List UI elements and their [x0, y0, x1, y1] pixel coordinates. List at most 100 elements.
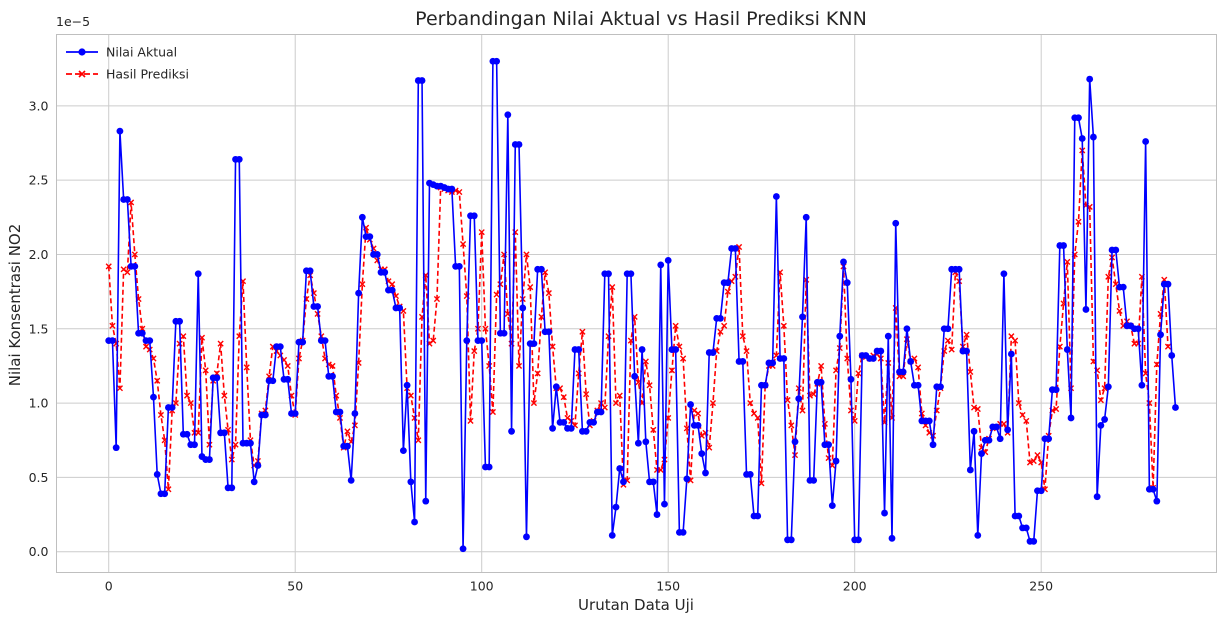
point-predicted	[967, 368, 974, 375]
point-predicted	[1026, 459, 1034, 466]
legend-item-actual: Nilai Aktual	[66, 45, 177, 60]
point-actual	[515, 141, 523, 148]
point-actual	[549, 424, 556, 432]
point-actual	[881, 509, 888, 517]
point-actual	[761, 381, 769, 389]
point-predicted	[1023, 417, 1030, 425]
point-actual	[1015, 512, 1023, 520]
point-actual	[929, 441, 937, 449]
point-predicted	[680, 355, 687, 362]
point-actual	[418, 77, 426, 84]
legend-marker-actual	[78, 48, 86, 56]
point-actual	[254, 462, 262, 469]
point-predicted	[1056, 343, 1063, 350]
x-tick-label: 0	[105, 579, 113, 594]
point-predicted	[344, 428, 351, 435]
point-actual	[220, 429, 228, 437]
point-actual	[1090, 133, 1097, 141]
point-actual	[840, 258, 847, 266]
point-actual	[657, 261, 665, 269]
point-actual	[396, 304, 404, 312]
point-actual	[358, 213, 366, 221]
point-predicted	[105, 263, 112, 270]
point-predicted	[187, 399, 194, 407]
point-actual	[1045, 435, 1053, 443]
point-predicted	[944, 337, 952, 344]
point-predicted	[527, 284, 534, 291]
point-actual	[672, 346, 680, 353]
point-predicted	[855, 370, 862, 377]
point-predicted	[844, 355, 851, 362]
point-actual	[470, 212, 478, 220]
point-actual	[653, 511, 661, 518]
point-actual	[455, 262, 463, 270]
point-predicted	[974, 405, 981, 413]
x-axis-ticks: 0 50 100 150 200 250	[105, 579, 1053, 594]
point-actual	[1164, 280, 1172, 288]
point-predicted	[1015, 399, 1022, 407]
x-tick-label: 250	[1029, 579, 1053, 594]
point-actual	[836, 332, 844, 340]
point-actual	[985, 436, 993, 444]
point-actual	[123, 196, 131, 203]
point-predicted	[583, 391, 590, 398]
point-actual	[642, 438, 650, 446]
point-actual	[608, 531, 616, 539]
point-actual	[944, 325, 952, 333]
point-actual	[138, 329, 146, 337]
point-predicted	[183, 392, 191, 399]
point-actual	[194, 270, 202, 278]
point-actual	[150, 393, 157, 401]
point-predicted	[1053, 405, 1060, 413]
point-predicted	[329, 362, 336, 370]
point-predicted	[1164, 343, 1172, 350]
point-actual	[422, 497, 430, 505]
point-actual	[109, 337, 116, 345]
point-actual	[399, 447, 407, 455]
y-axis-label: Nilai Konsentrasi NO2	[6, 224, 24, 387]
point-predicted	[818, 362, 825, 370]
point-actual	[634, 439, 642, 447]
point-actual	[631, 372, 639, 380]
point-predicted	[523, 251, 530, 258]
point-actual	[519, 304, 527, 312]
legend: Nilai Aktual Hasil Prediksi	[66, 45, 189, 82]
point-predicted	[646, 382, 653, 389]
point-actual	[1168, 352, 1176, 359]
x-tick-label: 50	[287, 579, 303, 594]
point-actual	[817, 378, 825, 386]
point-actual	[116, 127, 124, 135]
point-actual	[1086, 75, 1094, 83]
point-actual	[605, 270, 612, 278]
point-predicted	[825, 454, 832, 462]
point-actual	[213, 374, 221, 382]
point-actual	[508, 427, 515, 435]
point-predicted	[668, 367, 676, 374]
point-predicted	[747, 399, 754, 407]
point-actual	[146, 337, 154, 345]
point-actual	[1104, 383, 1112, 391]
point-actual	[183, 430, 191, 438]
point-actual	[1134, 325, 1142, 333]
point-predicted	[657, 466, 664, 474]
point-actual	[996, 435, 1004, 443]
point-predicted	[799, 407, 806, 414]
point-actual	[131, 262, 139, 270]
legend-label-predicted: Hasil Prediksi	[106, 67, 189, 82]
point-predicted	[709, 399, 717, 407]
point-predicted	[359, 281, 366, 288]
point-actual	[284, 375, 292, 383]
point-actual	[787, 536, 795, 544]
point-predicted	[1034, 451, 1041, 459]
y-tick-label: 1.0	[29, 396, 49, 411]
point-actual	[731, 245, 739, 252]
point-predicted	[538, 313, 545, 320]
legend-item-predicted: Hasil Prediksi	[66, 67, 189, 82]
point-predicted	[743, 347, 750, 355]
point-predicted	[724, 288, 731, 295]
point-actual	[709, 349, 717, 356]
point-actual	[661, 500, 668, 508]
point-predicted	[1019, 411, 1026, 419]
point-predicted	[948, 346, 955, 353]
point-actual	[1112, 246, 1120, 254]
